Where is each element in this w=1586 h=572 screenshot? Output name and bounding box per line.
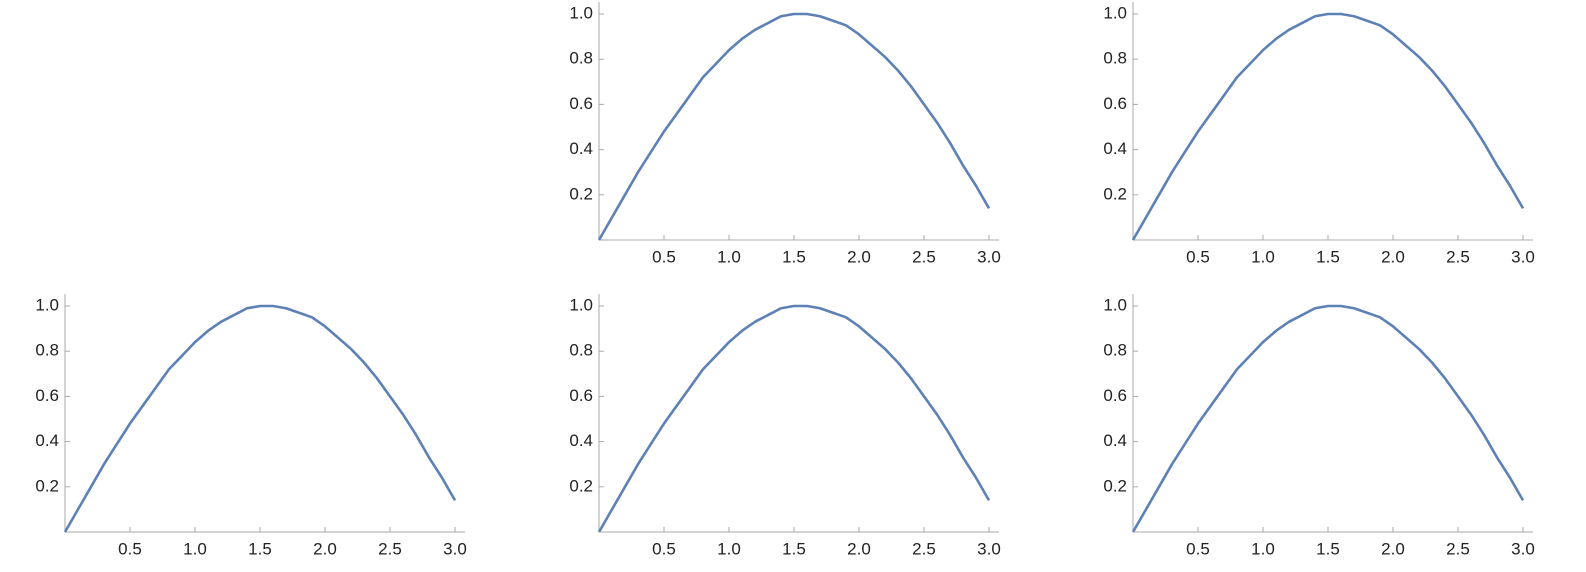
x-tick-label: 1.0 bbox=[1251, 247, 1275, 266]
y-tick-label: 0.2 bbox=[569, 184, 593, 203]
y-tick-label: 0.2 bbox=[569, 476, 593, 495]
y-tick-label: 1.0 bbox=[1103, 3, 1127, 22]
x-tick-label: 2.0 bbox=[847, 247, 871, 266]
y-tick-label: 1.0 bbox=[569, 295, 593, 314]
y-tick-label: 0.8 bbox=[569, 49, 593, 68]
line-series bbox=[1131, 12, 1525, 241]
chart: 0.5 1.0 1.5 2.0 2.5 3.0 0.2 0.4 0.6 0.8 1.0 bbox=[1103, 2, 1535, 266]
chart: 0.5 1.0 1.5 2.0 2.5 3.0 0.2 0.4 0.6 0.8 1.0 bbox=[569, 294, 1001, 558]
x-tick-label: 0.5 bbox=[118, 539, 142, 558]
x-tick-label: 1.0 bbox=[183, 539, 207, 558]
x-tick-label: 2.5 bbox=[912, 247, 936, 266]
y-tick-label: 0.2 bbox=[1103, 476, 1127, 495]
y-tick-label: 0.2 bbox=[35, 476, 59, 495]
y-tick-label: 1.0 bbox=[1103, 295, 1127, 314]
x-tick-label: 0.5 bbox=[1186, 247, 1210, 266]
chart: 0.5 1.0 1.5 2.0 2.5 3.0 0.2 0.4 0.6 0.8 1.0 bbox=[35, 294, 467, 558]
x-tick-label: 3.0 bbox=[977, 539, 1001, 558]
x-tick-label: 2.0 bbox=[1381, 539, 1405, 558]
x-tick-label: 0.5 bbox=[1186, 539, 1210, 558]
y-tick-label: 0.8 bbox=[1103, 341, 1127, 360]
y-tick-label: 0.8 bbox=[1103, 49, 1127, 68]
y-tick-label: 0.4 bbox=[1103, 431, 1127, 450]
y-tick-label: 0.6 bbox=[569, 94, 593, 113]
chart: 0.5 1.0 1.5 2.0 2.5 3.0 0.2 0.4 0.6 0.8 1.0 bbox=[1103, 294, 1535, 558]
x-tick-label: 2.5 bbox=[1446, 247, 1470, 266]
x-tick-label: 1.5 bbox=[248, 539, 272, 558]
y-tick-label: 0.6 bbox=[1103, 386, 1127, 405]
x-tick-label: 2.0 bbox=[847, 539, 871, 558]
x-tick-label: 1.5 bbox=[1316, 539, 1340, 558]
y-tick-label: 0.6 bbox=[569, 386, 593, 405]
x-tick-label: 2.5 bbox=[378, 539, 402, 558]
y-tick-label: 0.6 bbox=[35, 386, 59, 405]
x-tick-label: 0.5 bbox=[652, 247, 676, 266]
y-tick-label: 0.4 bbox=[569, 139, 593, 158]
x-tick-label: 1.5 bbox=[782, 247, 806, 266]
line-series bbox=[63, 304, 457, 533]
x-tick-label: 2.5 bbox=[1446, 539, 1470, 558]
x-tick-label: 1.0 bbox=[717, 247, 741, 266]
x-tick-label: 1.5 bbox=[782, 539, 806, 558]
y-tick-label: 0.6 bbox=[1103, 94, 1127, 113]
y-tick-label: 0.2 bbox=[1103, 184, 1127, 203]
x-tick-label: 1.0 bbox=[1251, 539, 1275, 558]
y-tick-label: 0.8 bbox=[35, 341, 59, 360]
y-tick-label: 0.4 bbox=[569, 431, 593, 450]
chart: 0.5 1.0 1.5 2.0 2.5 3.0 0.2 0.4 0.6 0.8 1.0 bbox=[569, 2, 1001, 266]
x-tick-label: 1.5 bbox=[1316, 247, 1340, 266]
x-tick-label: 2.0 bbox=[1381, 247, 1405, 266]
line-series bbox=[597, 12, 991, 241]
x-tick-label: 3.0 bbox=[977, 247, 1001, 266]
x-tick-label: 2.0 bbox=[313, 539, 337, 558]
y-tick-label: 1.0 bbox=[569, 3, 593, 22]
y-tick-label: 0.4 bbox=[35, 431, 59, 450]
x-tick-label: 0.5 bbox=[652, 539, 676, 558]
x-tick-label: 3.0 bbox=[1511, 247, 1535, 266]
x-tick-label: 3.0 bbox=[1511, 539, 1535, 558]
y-tick-label: 0.8 bbox=[569, 341, 593, 360]
line-series bbox=[597, 304, 991, 533]
line-series bbox=[1131, 304, 1525, 533]
x-tick-label: 2.5 bbox=[912, 539, 936, 558]
y-tick-label: 0.4 bbox=[1103, 139, 1127, 158]
y-tick-label: 1.0 bbox=[35, 295, 59, 314]
x-tick-label: 1.0 bbox=[717, 539, 741, 558]
x-tick-label: 3.0 bbox=[443, 539, 467, 558]
